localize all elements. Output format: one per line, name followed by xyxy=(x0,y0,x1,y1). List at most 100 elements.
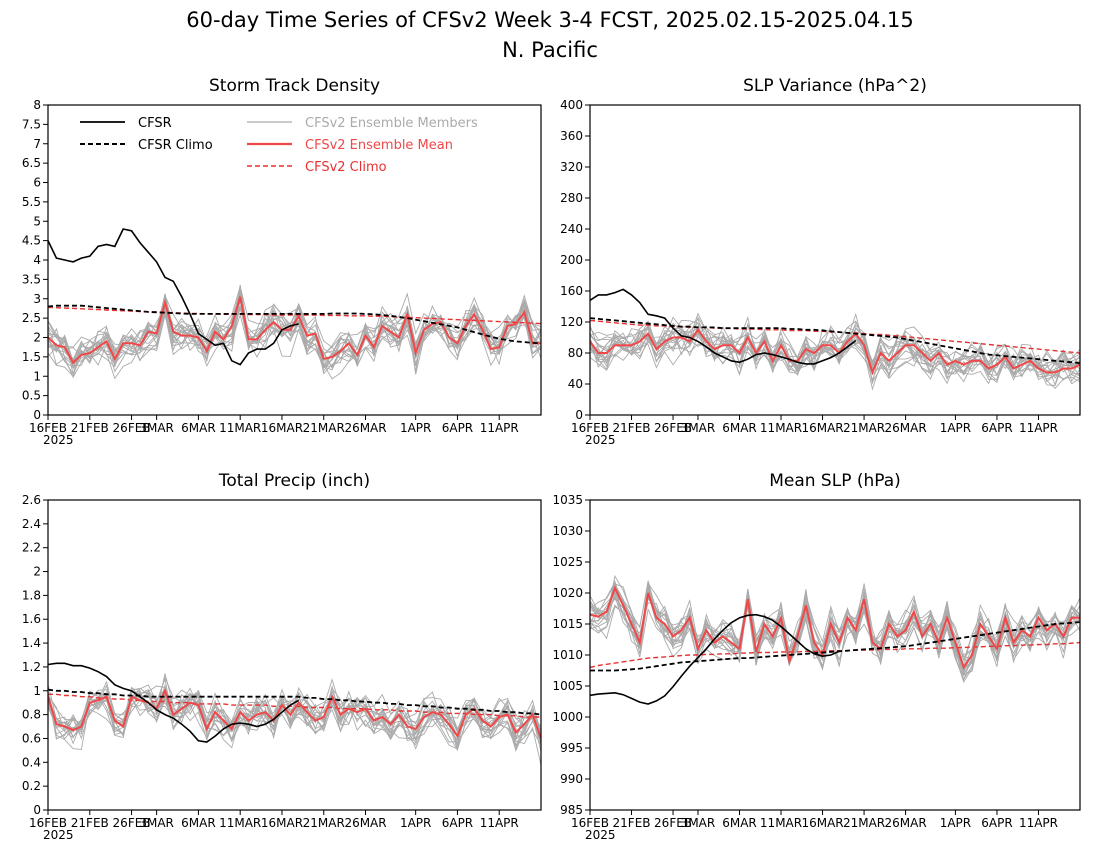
panel-4: Mean SLP (hPa) 985 990 995 1000 1005 1010 1015 1… xyxy=(552,471,1081,842)
x-tick-label: 11APR xyxy=(480,816,519,830)
x-tick-label: 16MAR xyxy=(801,816,843,830)
x-tick-label: 16FEB xyxy=(571,816,609,830)
x-tick-label: 16FEB xyxy=(571,421,609,435)
y-tick-label: 3 xyxy=(33,292,41,306)
y-tick-label: 5.5 xyxy=(22,195,41,209)
y-tick-label: 1035 xyxy=(552,493,583,507)
series-ens-mean xyxy=(48,296,541,365)
series-ens-mean xyxy=(48,688,541,739)
x-tick-label: 21MAR xyxy=(843,816,885,830)
x-tick-label: 16MAR xyxy=(261,421,303,435)
x-tick-label: 6MAR xyxy=(181,421,216,435)
panel-title: Storm Track Density xyxy=(209,76,380,96)
y-tick-label: 1.8 xyxy=(22,588,41,602)
y-tick-label: 240 xyxy=(560,222,583,236)
x-tick-label: 3MAR xyxy=(681,421,716,435)
x-year-label: 2025 xyxy=(43,828,74,842)
x-tick-label: 21MAR xyxy=(303,816,345,830)
series-cfsr-climo xyxy=(48,688,541,716)
y-tick-label: 985 xyxy=(560,803,583,817)
x-tick-label: 11APR xyxy=(1019,421,1058,435)
x-tick-label: 11MAR xyxy=(760,421,802,435)
y-tick-label: 1030 xyxy=(552,524,583,538)
y-tick-label: 2.5 xyxy=(22,311,41,325)
y-tick-label: 1.6 xyxy=(22,612,41,626)
legend: CFSR CFSR Climo CFSv2 Ensemble Members CFSv… xyxy=(80,116,478,175)
y-tick-label: 1.2 xyxy=(22,660,41,674)
panel-1: Storm Track Density 0 0.5 1 1.5 2 2.5 3 3.5 4 4.5 5… xyxy=(22,76,542,447)
x-tick-label: 16FEB xyxy=(29,816,67,830)
y-tick-label: 160 xyxy=(560,284,583,298)
x-tick-label: 6MAR xyxy=(722,816,757,830)
y-tick-label: 2 xyxy=(33,331,41,345)
y-tick-label: 0.2 xyxy=(22,779,41,793)
plot-frame xyxy=(47,499,542,811)
panel-3: Total Precip (inch) 0 0.2 0.4 0.6 0.8 1 1.2 1.4 1… xyxy=(22,471,542,842)
chart-panels: Storm Track Density 0 0.5 1 1.5 2 2.5 3 3.5 4 4.5 5… xyxy=(22,76,1081,842)
x-year-label: 2025 xyxy=(585,433,616,447)
series-cfsr xyxy=(48,662,300,743)
plot-frame xyxy=(47,104,542,416)
x-tick-label: 6APR xyxy=(981,421,1012,435)
ensemble-member-line xyxy=(48,293,541,367)
series-cfsr xyxy=(48,228,299,366)
y-tick-label: 1 xyxy=(33,369,41,383)
x-tick-label: 6APR xyxy=(442,421,473,435)
panel-title: Mean SLP (hPa) xyxy=(769,471,901,491)
x-tick-label: 6MAR xyxy=(722,421,757,435)
legend-label-members: CFSv2 Ensemble Members xyxy=(305,116,478,131)
x-tick-label: 1APR xyxy=(940,816,971,830)
x-tick-label: 1APR xyxy=(400,421,431,435)
x-tick-label: 16MAR xyxy=(261,816,303,830)
legend-label-ens-mean: CFSv2 Ensemble Mean xyxy=(305,138,453,153)
panel-2: SLP Variance (hPa^2) 0 40 80 120 160 200 240 280… xyxy=(560,76,1081,447)
y-tick-label: 320 xyxy=(560,160,583,174)
x-tick-label: 21FEB xyxy=(71,816,109,830)
y-tick-label: 1.5 xyxy=(22,350,41,364)
y-tick-label: 1025 xyxy=(552,555,583,569)
y-tick-label: 400 xyxy=(560,98,583,112)
series-cfsr xyxy=(590,288,857,365)
y-tick-label: 2.4 xyxy=(22,517,41,531)
x-tick-label: 26FEB xyxy=(654,816,692,830)
x-tick-label: 26MAR xyxy=(885,421,927,435)
ensemble-member-line xyxy=(590,320,1080,386)
plot-area xyxy=(48,228,541,380)
plot-frame xyxy=(589,104,1081,416)
x-tick-label: 21MAR xyxy=(843,421,885,435)
ensemble-member-line xyxy=(590,591,1080,671)
y-tick-label: 0 xyxy=(33,408,41,422)
series-cfsr-climo xyxy=(590,621,1080,672)
series-cfsr xyxy=(590,613,840,705)
series-cfsr-climo xyxy=(48,304,541,345)
y-tick-label: 4 xyxy=(33,253,41,267)
x-tick-label: 16MAR xyxy=(801,421,843,435)
y-tick-label: 360 xyxy=(560,129,583,143)
x-tick-label: 11MAR xyxy=(219,421,261,435)
series-ens-mean xyxy=(590,328,1080,376)
y-tick-label: 7.5 xyxy=(22,117,41,131)
y-tick-label: 2.2 xyxy=(22,541,41,555)
figure-title: 60-day Time Series of CFSv2 Week 3-4 FCS… xyxy=(186,8,914,32)
x-tick-label: 21FEB xyxy=(71,421,109,435)
plot-area xyxy=(48,662,541,766)
y-tick-label: 1015 xyxy=(552,617,583,631)
plot-frame xyxy=(589,499,1081,811)
y-tick-label: 1 xyxy=(33,684,41,698)
ensemble-member-line xyxy=(48,306,541,373)
y-tick-label: 280 xyxy=(560,191,583,205)
y-tick-label: 1005 xyxy=(552,679,583,693)
x-tick-label: 26FEB xyxy=(113,816,151,830)
panel-title: Total Precip (inch) xyxy=(218,471,370,491)
y-tick-label: 4.5 xyxy=(22,234,41,248)
legend-label-cfsr: CFSR xyxy=(138,116,172,131)
y-tick-label: 0.5 xyxy=(22,389,41,403)
x-tick-label: 3MAR xyxy=(139,421,174,435)
y-tick-label: 6.5 xyxy=(22,156,41,170)
y-tick-label: 80 xyxy=(568,346,583,360)
x-tick-label: 26MAR xyxy=(344,816,386,830)
y-tick-label: 1020 xyxy=(552,586,583,600)
x-tick-label: 6APR xyxy=(981,816,1012,830)
y-tick-label: 2.6 xyxy=(22,493,41,507)
x-tick-label: 1APR xyxy=(940,421,971,435)
